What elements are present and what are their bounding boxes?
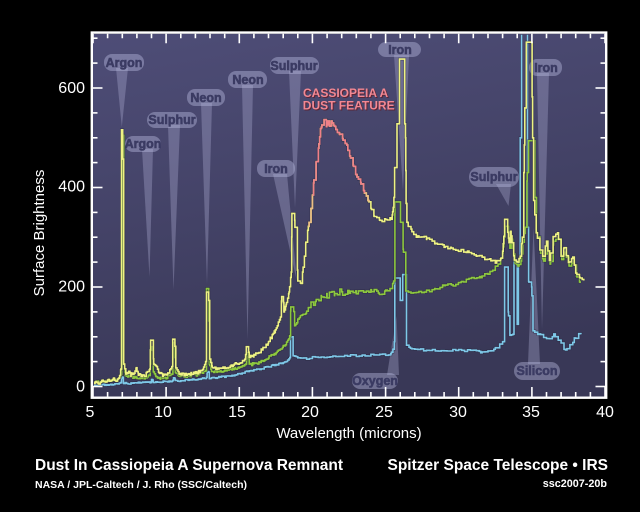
svg-text:400: 400 xyxy=(58,179,85,196)
svg-text:CASSIOPEIA A: CASSIOPEIA A xyxy=(303,86,388,100)
svg-text:Iron: Iron xyxy=(388,43,412,57)
svg-text:40: 40 xyxy=(596,404,614,421)
svg-text:35: 35 xyxy=(522,404,540,421)
svg-text:5: 5 xyxy=(86,404,95,421)
svg-text:Iron: Iron xyxy=(264,162,288,176)
svg-text:Spitzer Space Telescope • IRS: Spitzer Space Telescope • IRS xyxy=(388,457,609,474)
svg-text:Argon: Argon xyxy=(125,137,162,151)
svg-text:0: 0 xyxy=(76,379,85,396)
svg-text:ssc2007-20b: ssc2007-20b xyxy=(543,478,608,490)
svg-text:10: 10 xyxy=(154,404,172,421)
svg-text:DUST FEATURE: DUST FEATURE xyxy=(304,99,396,113)
svg-text:15: 15 xyxy=(228,404,246,421)
svg-text:NASA / JPL-Caltech / J. Rho (S: NASA / JPL-Caltech / J. Rho (SSC/Caltech… xyxy=(35,479,247,491)
svg-text:Neon: Neon xyxy=(232,73,263,87)
svg-text:Sulphur: Sulphur xyxy=(270,59,317,73)
svg-text:Iron: Iron xyxy=(534,61,558,75)
svg-text:CASSIOPEIA A: CASSIOPEIA A xyxy=(304,87,389,101)
svg-text:600: 600 xyxy=(58,80,85,97)
svg-text:200: 200 xyxy=(58,279,85,296)
svg-text:Sulphur: Sulphur xyxy=(148,113,195,127)
svg-text:Oxygen: Oxygen xyxy=(352,374,398,388)
svg-text:Sulphur: Sulphur xyxy=(470,170,517,184)
svg-text:30: 30 xyxy=(449,404,467,421)
svg-text:20: 20 xyxy=(301,404,319,421)
svg-text:Neon: Neon xyxy=(190,91,221,105)
svg-text:Dust In Cassiopeia A Supernova: Dust In Cassiopeia A Supernova Remnant xyxy=(35,457,343,474)
svg-text:Surface Brightness: Surface Brightness xyxy=(31,170,48,297)
svg-text:25: 25 xyxy=(375,404,393,421)
svg-text:Argon: Argon xyxy=(106,56,143,70)
svg-text:Wavelength (microns): Wavelength (microns) xyxy=(276,425,421,442)
svg-text:Silicon: Silicon xyxy=(517,364,558,378)
svg-text:DUST FEATURE: DUST FEATURE xyxy=(303,99,395,113)
